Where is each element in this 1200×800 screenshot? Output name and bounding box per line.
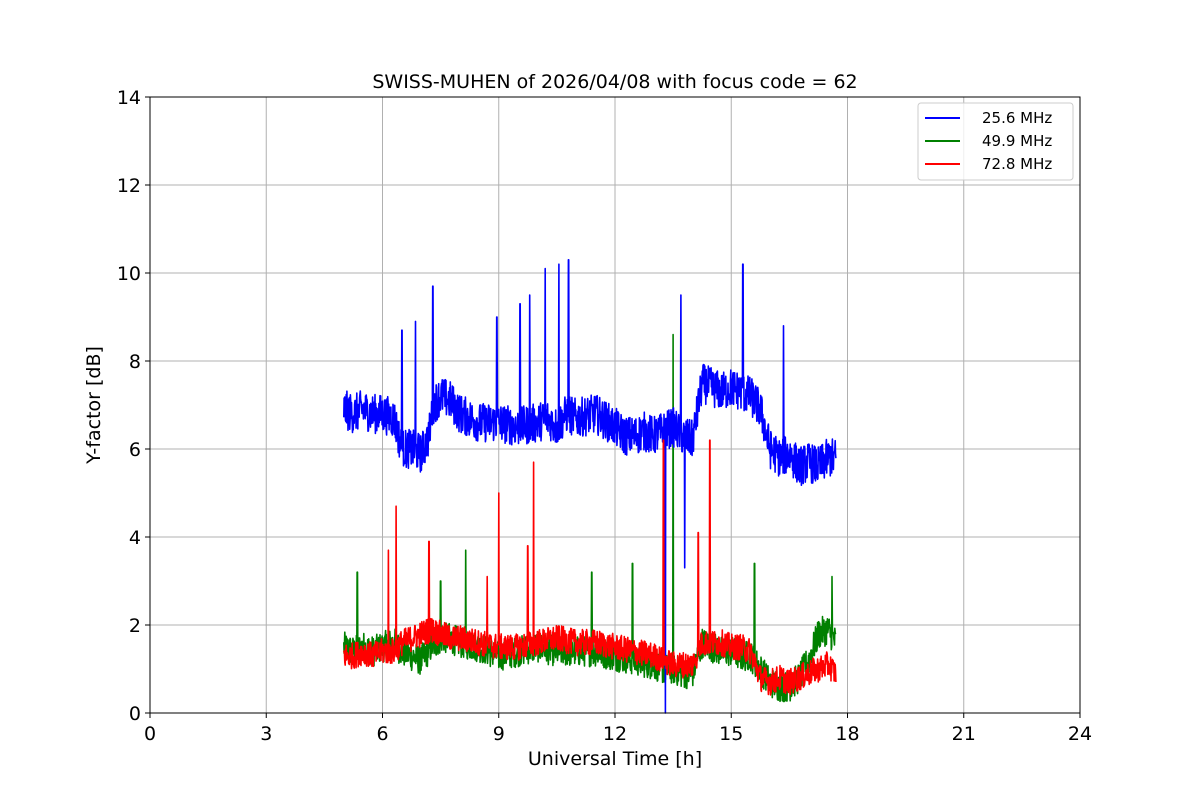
x-tick-label: 0 xyxy=(144,723,156,745)
x-tick-label: 18 xyxy=(835,723,859,745)
plot-area xyxy=(343,258,837,714)
x-axis-label: Universal Time [h] xyxy=(528,748,702,770)
y-tick-label: 2 xyxy=(129,615,141,637)
x-tick-label: 3 xyxy=(260,723,272,745)
y-tick-label: 10 xyxy=(117,263,141,285)
x-tick-label: 15 xyxy=(719,723,743,745)
legend: 25.6 MHz 49.9 MHz 72.8 MHz xyxy=(917,102,1074,181)
series-line-49-9-mhz xyxy=(343,333,837,703)
series-line-25-6-mhz xyxy=(343,258,837,714)
y-tick-label: 14 xyxy=(117,87,141,109)
chart-title: SWISS-MUHEN of 2026/04/08 with focus cod… xyxy=(372,71,857,93)
x-tick-label: 24 xyxy=(1068,723,1092,745)
legend-label: 49.9 MHz xyxy=(982,132,1052,150)
legend-label: 72.8 MHz xyxy=(982,155,1052,173)
y-tick-label: 4 xyxy=(129,527,141,549)
y-tick-label: 8 xyxy=(129,351,141,373)
y-tick-label: 0 xyxy=(129,703,141,725)
x-tick-label: 6 xyxy=(376,723,388,745)
y-tick-label: 6 xyxy=(129,439,141,461)
x-tick-label: 21 xyxy=(952,723,976,745)
x-tick-label: 9 xyxy=(493,723,505,745)
series-line-72-8-mhz xyxy=(343,439,837,696)
legend-label: 25.6 MHz xyxy=(982,109,1052,127)
y-axis-ticks: 0 2 4 6 8 10 12 14 xyxy=(117,87,150,725)
legend-box xyxy=(917,102,1074,181)
x-axis-ticks: 0 3 6 9 12 15 18 21 24 xyxy=(144,713,1092,745)
x-tick-label: 12 xyxy=(603,723,627,745)
y-axis-label: Y-factor [dB] xyxy=(83,346,105,465)
y-tick-label: 12 xyxy=(117,175,141,197)
